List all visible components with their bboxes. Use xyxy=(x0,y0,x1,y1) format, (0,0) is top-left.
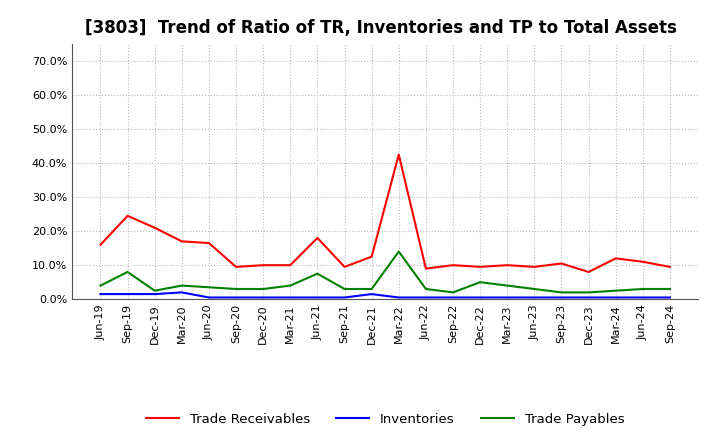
Trade Receivables xyxy=(178,239,186,244)
Line: Trade Receivables: Trade Receivables xyxy=(101,154,670,272)
Inventories xyxy=(367,291,376,297)
Trade Receivables xyxy=(286,263,294,268)
Trade Receivables xyxy=(611,256,620,261)
Line: Trade Payables: Trade Payables xyxy=(101,252,670,293)
Trade Receivables xyxy=(367,254,376,259)
Trade Receivables xyxy=(584,269,593,275)
Trade Payables xyxy=(232,286,240,292)
Trade Payables xyxy=(286,283,294,288)
Inventories xyxy=(259,295,268,300)
Trade Receivables xyxy=(421,266,430,271)
Trade Receivables xyxy=(530,264,539,270)
Trade Payables xyxy=(204,285,213,290)
Trade Payables xyxy=(503,283,511,288)
Inventories xyxy=(584,295,593,300)
Inventories xyxy=(421,295,430,300)
Inventories xyxy=(341,295,349,300)
Inventories xyxy=(639,295,647,300)
Trade Receivables xyxy=(96,242,105,247)
Trade Receivables xyxy=(123,213,132,219)
Trade Payables xyxy=(395,249,403,254)
Inventories xyxy=(530,295,539,300)
Trade Payables xyxy=(421,286,430,292)
Trade Receivables xyxy=(395,152,403,157)
Inventories xyxy=(178,290,186,295)
Inventories xyxy=(665,295,674,300)
Trade Receivables xyxy=(449,263,457,268)
Trade Payables xyxy=(530,286,539,292)
Inventories xyxy=(503,295,511,300)
Inventories xyxy=(96,291,105,297)
Trade Receivables xyxy=(341,264,349,270)
Trade Payables xyxy=(476,279,485,285)
Inventories xyxy=(286,295,294,300)
Trade Receivables xyxy=(476,264,485,270)
Trade Receivables xyxy=(259,263,268,268)
Inventories xyxy=(476,295,485,300)
Trade Payables xyxy=(96,283,105,288)
Trade Receivables xyxy=(665,264,674,270)
Inventories xyxy=(395,295,403,300)
Inventories xyxy=(232,295,240,300)
Inventories xyxy=(557,295,566,300)
Text: [3803]  Trend of Ratio of TR, Inventories and TP to Total Assets: [3803] Trend of Ratio of TR, Inventories… xyxy=(84,19,676,37)
Trade Payables xyxy=(259,286,268,292)
Trade Payables xyxy=(449,290,457,295)
Trade Receivables xyxy=(150,225,159,231)
Trade Receivables xyxy=(232,264,240,270)
Inventories xyxy=(313,295,322,300)
Trade Payables xyxy=(611,288,620,293)
Legend: Trade Receivables, Inventories, Trade Payables: Trade Receivables, Inventories, Trade Pa… xyxy=(146,413,624,426)
Trade Receivables xyxy=(639,259,647,264)
Trade Payables xyxy=(367,286,376,292)
Inventories xyxy=(150,291,159,297)
Trade Payables xyxy=(639,286,647,292)
Trade Receivables xyxy=(313,235,322,241)
Trade Receivables xyxy=(557,261,566,266)
Trade Payables xyxy=(123,269,132,275)
Inventories xyxy=(123,291,132,297)
Line: Inventories: Inventories xyxy=(101,293,670,297)
Inventories xyxy=(449,295,457,300)
Trade Payables xyxy=(584,290,593,295)
Trade Payables xyxy=(557,290,566,295)
Trade Receivables xyxy=(204,240,213,246)
Trade Payables xyxy=(341,286,349,292)
Inventories xyxy=(204,295,213,300)
Trade Payables xyxy=(150,288,159,293)
Inventories xyxy=(611,295,620,300)
Trade Payables xyxy=(178,283,186,288)
Trade Receivables xyxy=(503,263,511,268)
Trade Payables xyxy=(313,271,322,276)
Trade Payables xyxy=(665,286,674,292)
